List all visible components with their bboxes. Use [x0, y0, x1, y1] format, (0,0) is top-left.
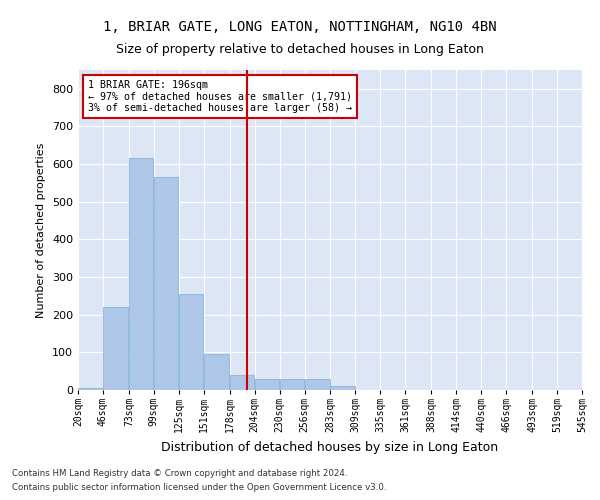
Bar — [254, 378, 279, 390]
Text: Contains HM Land Registry data © Crown copyright and database right 2024.: Contains HM Land Registry data © Crown c… — [12, 468, 347, 477]
Bar — [103, 307, 128, 390]
Text: Size of property relative to detached houses in Long Eaton: Size of property relative to detached ho… — [116, 42, 484, 56]
Bar — [179, 294, 203, 390]
Bar — [129, 158, 154, 390]
Text: Contains public sector information licensed under the Open Government Licence v3: Contains public sector information licen… — [12, 484, 386, 492]
Bar — [204, 354, 229, 390]
Bar — [154, 178, 178, 390]
Bar — [230, 375, 254, 390]
Text: 1, BRIAR GATE, LONG EATON, NOTTINGHAM, NG10 4BN: 1, BRIAR GATE, LONG EATON, NOTTINGHAM, N… — [103, 20, 497, 34]
Y-axis label: Number of detached properties: Number of detached properties — [37, 142, 46, 318]
Bar — [305, 378, 330, 390]
Bar — [280, 378, 304, 390]
Text: 1 BRIAR GATE: 196sqm
← 97% of detached houses are smaller (1,791)
3% of semi-det: 1 BRIAR GATE: 196sqm ← 97% of detached h… — [88, 80, 352, 113]
X-axis label: Distribution of detached houses by size in Long Eaton: Distribution of detached houses by size … — [161, 440, 499, 454]
Bar — [331, 386, 355, 390]
Bar — [78, 388, 103, 390]
